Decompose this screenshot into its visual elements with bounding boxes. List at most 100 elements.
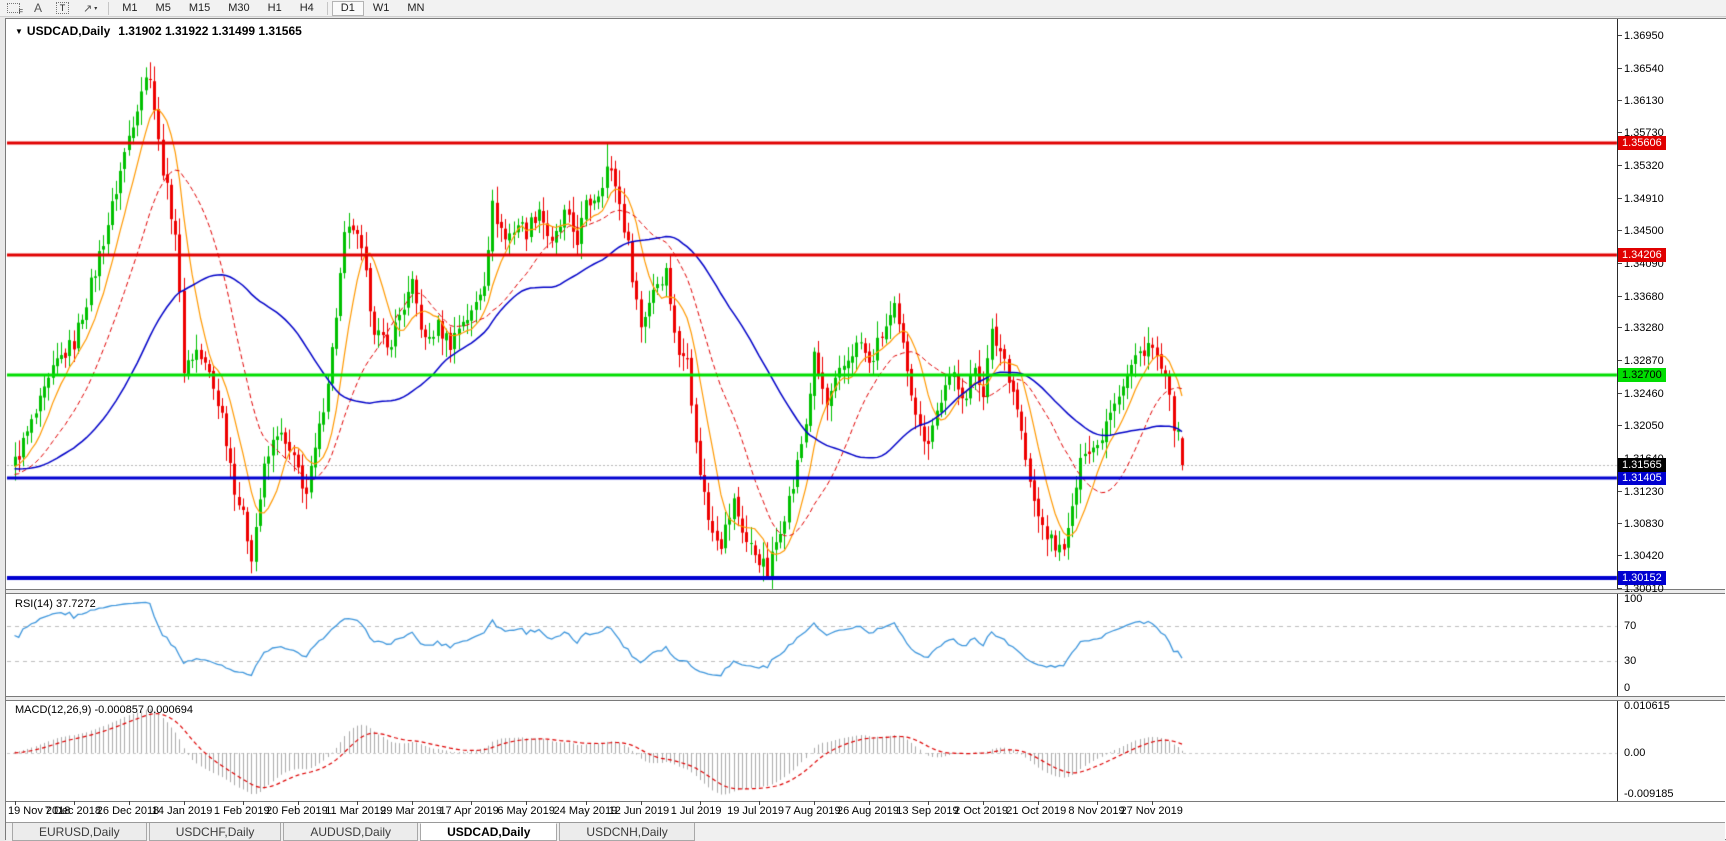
macd-tick-label: 0.010615 [1624,700,1670,712]
tab-usdchf-daily[interactable]: USDCHF,Daily [148,823,282,841]
timeframe-button-w1[interactable]: W1 [372,2,390,14]
rsi-tick-label: 30 [1624,655,1637,668]
timeframe-button-group: M1 M5 M15 M30 H1 H4 D1 W1 MN [113,0,433,16]
date-tick-label: 1 Jul 2019 [670,805,722,817]
tab-audusd-daily[interactable]: AUDUSD,Daily [283,823,419,841]
date-tick-mark [699,801,701,805]
date-tick-mark [128,801,130,805]
timeframe-button-d1[interactable]: D1 [331,0,364,16]
date-tick-label: 14 Jan 2019 [151,805,213,817]
fibonacci-tool-icon[interactable]: F [0,1,27,16]
price-tick-label: 1.30010 [1618,583,1664,595]
timeframe-button-m1[interactable]: M1 [122,2,138,14]
price-tick-label: 1.30420 [1618,550,1664,563]
date-tick-label: 8 Nov 2019 [1068,805,1125,817]
price-tick-label: 1.33680 [1618,290,1664,303]
date-axis-border [6,801,1725,802]
timeframe-button-h4[interactable]: H4 [299,2,314,14]
date-tick-label: 20 Feb 2019 [266,805,328,817]
price-tick-label: 1.34500 [1618,225,1664,238]
rsi-tick-label: 0 [1624,682,1631,694]
price-tick-label: 1.36950 [1618,30,1664,42]
date-tick-label: 17 Apr 2019 [439,805,499,817]
date-tick-mark [585,801,587,805]
date-tick-mark [357,801,359,805]
date-tick-label: 21 Oct 2019 [1006,805,1067,817]
price-tick-label: 1.35320 [1618,159,1664,172]
date-tick-label: 7 Dec 2018 [44,805,101,817]
rsi-tick-label: 70 [1624,619,1637,632]
level-price-badge: 1.34206 [1618,247,1666,262]
arrows-tool-icon[interactable]: ↗ ▾ [83,2,98,15]
date-tick-label: 12 Jun 2019 [608,805,670,817]
date-tick-label: 27 Nov 2019 [1120,805,1183,817]
text-label-tool-icon[interactable]: A [34,1,43,15]
date-tick-label: 2 Oct 2019 [954,805,1008,817]
timeframe-button-mn[interactable]: MN [407,2,425,14]
collapse-triangle-icon[interactable]: ▼ [15,27,23,36]
date-tick-mark [1152,801,1154,805]
date-tick-mark [183,801,185,805]
date-tick-label: 26 Dec 2018 [96,805,160,817]
price-tick-label: 1.30830 [1618,517,1664,530]
macd-tick-label: -0.009185 [1624,787,1674,800]
date-tick-mark [983,801,985,805]
price-tick-label: 1.34910 [1618,192,1664,205]
date-tick-mark [471,801,473,805]
main-price-panel[interactable] [7,20,1617,589]
current-price-badge: 1.31565 [1618,458,1666,473]
tab-usdcad-daily[interactable]: USDCAD,Daily [420,823,558,841]
toolbar-divider [326,1,328,15]
level-price-badge: 1.30152 [1618,570,1666,585]
date-tick-mark [526,801,528,805]
level-price-badge: 1.31405 [1618,470,1666,485]
date-tick-mark [640,801,642,805]
timeframe-button-h1[interactable]: H1 [267,2,282,14]
date-tick-mark [412,801,414,805]
chart-window: ▼ USDCAD,Daily 1.31902 1.31922 1.31499 1.3… [5,18,1726,841]
date-tick-label: 6 May 2019 [497,805,555,817]
tab-eurusd-daily[interactable]: EURUSD,Daily [12,823,147,841]
date-tick-label: 19 Nov 2018 [8,805,71,817]
price-tick-label: 1.33280 [1618,322,1664,335]
symbol-period-label: USDCAD,Daily [26,24,111,38]
date-tick-mark [242,801,244,805]
price-tick-label: 1.32460 [1618,387,1664,400]
top-toolbar: F A T ↗ ▾ M1 M5 M15 M30 H1 H4 D1 W1 MN [0,0,1726,17]
date-tick-label: 13 Sep 2019 [896,805,959,817]
timeframe-button-m30[interactable]: M30 [228,2,250,14]
date-tick-label: 11 Mar 2019 [325,805,387,817]
macd-indicator-label: MACD(12,26,9) -0.000857 0.000694 [15,704,193,716]
price-tick-label: 1.32050 [1618,420,1664,433]
price-chart-canvas[interactable] [6,19,1725,839]
date-tick-mark [1038,801,1040,805]
macd-panel[interactable] [7,701,1617,801]
panel-resize-handle[interactable] [6,589,1725,594]
date-tick-mark [1097,801,1099,805]
date-tick-label: 26 Aug 2019 [837,805,899,817]
date-tick-label: 1 Feb 2019 [213,805,270,817]
chevron-down-icon: ▾ [94,5,98,12]
price-tick-label: 1.36540 [1618,62,1664,75]
macd-tick-label: 0.00 [1624,747,1646,759]
tab-usdcnh-daily[interactable]: USDCNH,Daily [559,823,695,841]
date-tick-mark [297,801,299,805]
date-tick-mark [758,801,760,805]
timeframe-button-m5[interactable]: M5 [155,2,171,14]
level-price-badge: 1.35606 [1618,136,1666,151]
date-tick-mark [14,801,16,805]
date-tick-label: 19 Jul 2019 [727,805,784,817]
date-tick-mark [813,801,815,805]
rsi-panel[interactable] [7,594,1617,696]
date-tick-mark [928,801,930,805]
rsi-tick-label: 100 [1624,593,1643,605]
text-tool-icon[interactable]: T [49,1,76,16]
price-tick-label: 1.32870 [1618,355,1664,368]
rsi-indicator-label: RSI(14) 37.7272 [15,598,96,610]
timeframe-button-m15[interactable]: M15 [188,2,211,14]
ohlc-values: 1.31902 1.31922 1.31499 1.31565 [118,24,302,38]
chart-ohlc-header: ▼ USDCAD,Daily 1.31902 1.31922 1.31499 1.3… [15,24,302,38]
panel-resize-handle[interactable] [6,696,1725,701]
date-tick-label: 24 May 2019 [553,805,618,817]
price-axis-border [1617,19,1618,801]
